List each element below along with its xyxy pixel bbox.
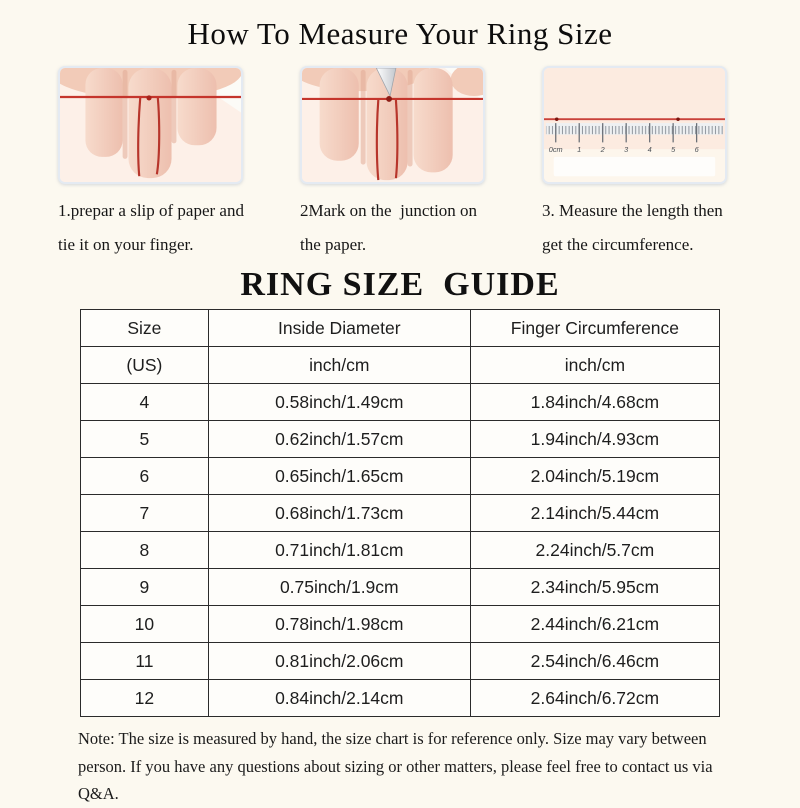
ruler-label-5: 5 bbox=[671, 145, 676, 154]
step3-caption-line2: get the circumference. bbox=[542, 235, 694, 254]
table-row: 11 0.81inch/2.06cm 2.54inch/6.46cm bbox=[80, 642, 721, 680]
diameter-value: 0.81inch/2.06cm bbox=[207, 642, 471, 680]
table-row: 9 0.75inch/1.9cm 2.34inch/5.95cm bbox=[80, 568, 721, 606]
table-row: 8 0.71inch/1.81cm 2.24inch/5.7cm bbox=[80, 531, 721, 569]
diameter-value: 0.62inch/1.57cm bbox=[207, 420, 471, 458]
table-row: 4 0.58inch/1.49cm 1.84inch/4.68cm bbox=[80, 383, 721, 421]
diameter-value: 0.65inch/1.65cm bbox=[207, 457, 471, 495]
diameter-value: 0.75inch/1.9cm bbox=[207, 568, 471, 606]
size-value: 6 bbox=[80, 457, 209, 495]
size-value: 10 bbox=[80, 605, 209, 643]
ruler-label-4: 4 bbox=[648, 145, 652, 154]
table-body: 4 0.58inch/1.49cm 1.84inch/4.68cm 5 0.62… bbox=[80, 383, 721, 717]
circumference-value: 2.34inch/5.95cm bbox=[469, 568, 721, 606]
diameter-value: 0.58inch/1.49cm bbox=[207, 383, 471, 421]
note-line1: Note: The size is measured by hand, the … bbox=[78, 729, 707, 748]
size-value: 9 bbox=[80, 568, 209, 606]
step1-caption: 1.prepar a slip of paper and tie it on y… bbox=[58, 194, 258, 262]
units-size: (US) bbox=[80, 346, 209, 384]
step1-caption-line2: tie it on your finger. bbox=[58, 235, 194, 254]
table-row: 10 0.78inch/1.98cm 2.44inch/6.21cm bbox=[80, 605, 721, 643]
circumference-value: 2.24inch/5.7cm bbox=[469, 531, 721, 569]
table-row: 6 0.65inch/1.65cm 2.04inch/5.19cm bbox=[80, 457, 721, 495]
size-value: 5 bbox=[80, 420, 209, 458]
size-value: 11 bbox=[80, 642, 209, 680]
ruler-label-0cm: 0cm bbox=[549, 145, 563, 154]
hand-with-string-icon bbox=[60, 68, 241, 182]
ruler-icon: 0cm 1 2 3 4 5 6 bbox=[544, 68, 725, 182]
step3-ruler-photo: 0cm 1 2 3 4 5 6 bbox=[542, 66, 727, 184]
hand-with-pen-icon bbox=[302, 68, 483, 182]
diameter-value: 0.78inch/1.98cm bbox=[207, 605, 471, 643]
circumference-value: 1.84inch/4.68cm bbox=[469, 383, 721, 421]
step2-caption-line1: 2Mark on the junction on bbox=[300, 201, 478, 220]
ruler-label-3: 3 bbox=[624, 145, 628, 154]
measure-steps: 1.prepar a slip of paper and tie it on y… bbox=[0, 66, 800, 262]
diameter-value: 0.68inch/1.73cm bbox=[207, 494, 471, 532]
step1-hand-string-photo bbox=[58, 66, 243, 184]
note-line3: Q&A. bbox=[78, 784, 119, 803]
units-finger-circumference: inch/cm bbox=[469, 346, 721, 384]
col-header-inside-diameter: Inside Diameter bbox=[207, 309, 471, 347]
ruler-label-2: 2 bbox=[600, 145, 605, 154]
size-value: 8 bbox=[80, 531, 209, 569]
step3-caption: 3. Measure the length then get the circu… bbox=[542, 194, 742, 262]
size-value: 4 bbox=[80, 383, 209, 421]
step3-caption-line1: 3. Measure the length then bbox=[542, 201, 723, 220]
table-row: 5 0.62inch/1.57cm 1.94inch/4.93cm bbox=[80, 420, 721, 458]
header-row: Size Inside Diameter Finger Circumferenc… bbox=[80, 309, 721, 347]
step-1: 1.prepar a slip of paper and tie it on y… bbox=[58, 66, 258, 262]
circumference-value: 2.04inch/5.19cm bbox=[469, 457, 721, 495]
step2-mark-junction-photo bbox=[300, 66, 485, 184]
step2-caption-line2: the paper. bbox=[300, 235, 367, 254]
table-row: 7 0.68inch/1.73cm 2.14inch/5.44cm bbox=[80, 494, 721, 532]
col-header-finger-circumference: Finger Circumference bbox=[469, 309, 721, 347]
note-text: Note: The size is measured by hand, the … bbox=[78, 725, 760, 808]
units-inside-diameter: inch/cm bbox=[207, 346, 471, 384]
step1-caption-line1: 1.prepar a slip of paper and bbox=[58, 201, 244, 220]
units-row: (US) inch/cm inch/cm bbox=[80, 346, 721, 384]
page-title: How To Measure Your Ring Size bbox=[187, 16, 613, 51]
note-line2: person. If you have any questions about … bbox=[78, 756, 713, 776]
circumference-value: 2.54inch/6.46cm bbox=[469, 642, 721, 680]
step-2: 2Mark on the junction on the paper. bbox=[300, 66, 500, 262]
col-header-size: Size bbox=[80, 309, 209, 347]
step2-caption: 2Mark on the junction on the paper. bbox=[300, 194, 500, 262]
ruler-label-6: 6 bbox=[695, 145, 700, 154]
circumference-value: 2.44inch/6.21cm bbox=[469, 605, 721, 643]
ring-size-guide-heading: RING SIZE GUIDE bbox=[240, 266, 560, 303]
table-row: 12 0.84inch/2.14cm 2.64inch/6.72cm bbox=[80, 679, 721, 717]
step-3: 0cm 1 2 3 4 5 6 3. Measure the length th… bbox=[542, 66, 742, 262]
size-value: 7 bbox=[80, 494, 209, 532]
size-value: 12 bbox=[80, 679, 209, 717]
ring-size-table: Size Inside Diameter Finger Circumferenc… bbox=[80, 309, 721, 717]
diameter-value: 0.71inch/1.81cm bbox=[207, 531, 471, 569]
diameter-value: 0.84inch/2.14cm bbox=[207, 679, 471, 717]
circumference-value: 1.94inch/4.93cm bbox=[469, 420, 721, 458]
table-header: Size Inside Diameter Finger Circumferenc… bbox=[80, 309, 721, 384]
circumference-value: 2.14inch/5.44cm bbox=[469, 494, 721, 532]
ruler-label-1: 1 bbox=[577, 145, 581, 154]
circumference-value: 2.64inch/6.72cm bbox=[469, 679, 721, 717]
